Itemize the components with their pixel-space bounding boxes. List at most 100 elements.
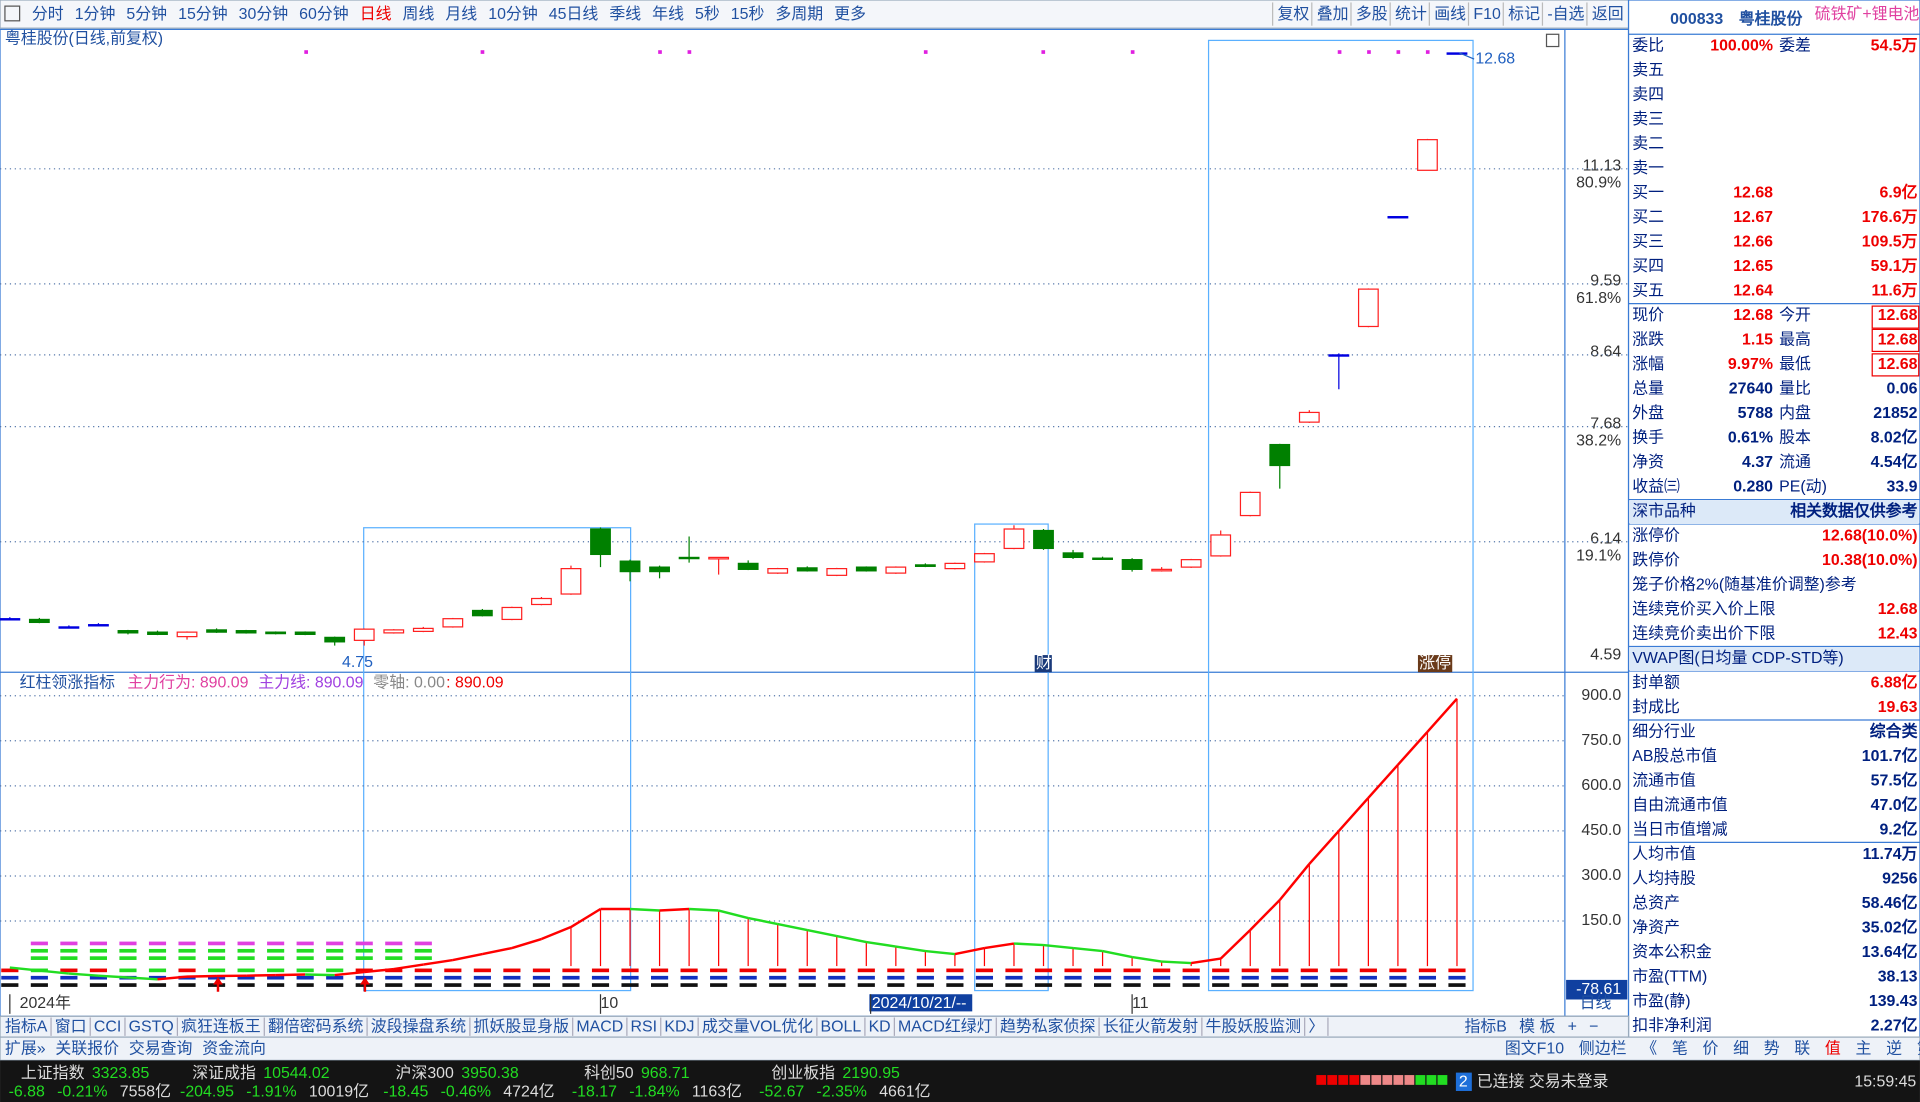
indicator-tab[interactable]: 疯狂连板王 bbox=[181, 1018, 261, 1036]
signal-block bbox=[267, 948, 285, 953]
signal-dot bbox=[658, 50, 662, 54]
field-value: 12.68 bbox=[1733, 307, 1773, 324]
field-label: 总资产 bbox=[1632, 894, 1680, 912]
period-tab[interactable]: 30分钟 bbox=[239, 5, 289, 23]
tab[interactable]: 值 bbox=[1825, 1040, 1841, 1058]
tab[interactable]: 势 bbox=[1764, 1040, 1780, 1058]
toolbar-action[interactable]: 统计 bbox=[1395, 5, 1427, 23]
tab[interactable]: 关联报价 bbox=[55, 1040, 119, 1058]
indicator-tab[interactable]: GSTQ bbox=[129, 1019, 174, 1036]
toolbar-action[interactable]: 返回 bbox=[1592, 5, 1624, 23]
line-segment bbox=[482, 946, 513, 956]
indicator-tab[interactable]: + bbox=[1568, 1019, 1577, 1036]
indicator-tab[interactable]: 翻倍密码系统 bbox=[268, 1018, 364, 1036]
field-value: 12.68 bbox=[1878, 356, 1918, 373]
signal-block bbox=[1271, 983, 1289, 987]
indicator-tab[interactable]: 成交量VOL优化 bbox=[702, 1018, 813, 1036]
index-value: 968.71 bbox=[641, 1065, 690, 1082]
indicator-tab[interactable]: KD bbox=[869, 1019, 891, 1036]
period-tab[interactable]: 月线 bbox=[445, 5, 477, 23]
period-tab[interactable]: 季线 bbox=[609, 5, 641, 23]
signal-block bbox=[1064, 975, 1082, 980]
period-tab[interactable]: 年线 bbox=[652, 5, 684, 23]
tab[interactable]: 细 bbox=[1733, 1040, 1749, 1058]
toolbar-action[interactable]: 复权 bbox=[1278, 5, 1310, 23]
field-value: 12.68 bbox=[1878, 332, 1918, 349]
signal-block bbox=[207, 941, 226, 946]
toolbar-action[interactable]: 多股 bbox=[1356, 5, 1388, 23]
tab[interactable]: 主 bbox=[1856, 1040, 1872, 1058]
signal-dot bbox=[1130, 50, 1135, 54]
tab[interactable]: 资金流向 bbox=[202, 1040, 266, 1058]
indicator-tab[interactable]: 长征火箭发射 bbox=[1103, 1017, 1199, 1036]
indicator-tab[interactable]: 模 板 bbox=[1519, 1018, 1555, 1036]
tab[interactable]: 侧边栏 bbox=[1579, 1040, 1627, 1058]
indicator-tab[interactable]: 窗口 bbox=[55, 1018, 87, 1036]
tab[interactable]: 第 bbox=[1917, 1040, 1920, 1058]
field-label: AB股总市值 bbox=[1632, 747, 1717, 765]
period-tab[interactable]: 日线 bbox=[360, 5, 392, 23]
tab[interactable]: 笔 bbox=[1672, 1040, 1688, 1058]
field-value: 相关数据仅供参考 bbox=[1790, 501, 1917, 520]
period-tab[interactable]: 15秒 bbox=[731, 5, 765, 23]
indicator-tab[interactable]: RSI bbox=[631, 1019, 658, 1036]
indicator-tab[interactable]: 趋势私家侦探 bbox=[1000, 1018, 1096, 1036]
indicator-tab[interactable]: − bbox=[1589, 1019, 1598, 1036]
candle-body bbox=[1003, 528, 1025, 550]
indicator-tab[interactable]: MACD bbox=[576, 1019, 623, 1036]
period-tab[interactable]: 45日线 bbox=[549, 5, 599, 23]
indicator-tab[interactable]: 波段操盘系统 bbox=[371, 1017, 467, 1036]
signal-block bbox=[444, 975, 462, 980]
indicator-tab[interactable]: BOLL bbox=[821, 1019, 862, 1036]
toolbar-action[interactable]: F10 bbox=[1473, 6, 1501, 23]
candle-body bbox=[1357, 288, 1379, 328]
index-name: 上证指数 bbox=[21, 1064, 85, 1082]
toolbar-action[interactable]: 标记 bbox=[1508, 5, 1540, 23]
tab[interactable]: 交易查询 bbox=[129, 1040, 193, 1058]
tab[interactable]: 联 bbox=[1794, 1040, 1810, 1058]
indicator-tab[interactable]: 抓妖股显身版 bbox=[474, 1018, 570, 1036]
period-tab[interactable]: 5分钟 bbox=[126, 5, 167, 23]
period-tab[interactable]: 10分钟 bbox=[488, 5, 538, 23]
candle-body bbox=[855, 566, 877, 572]
candle-body bbox=[826, 568, 848, 576]
period-tab[interactable]: 更多 bbox=[834, 5, 866, 23]
period-tab[interactable]: 1分钟 bbox=[75, 5, 116, 23]
period-tab[interactable]: 多周期 bbox=[775, 5, 823, 23]
signal-block bbox=[60, 975, 78, 980]
signal-block bbox=[1389, 968, 1407, 973]
period-tab[interactable]: 分时 bbox=[32, 5, 64, 23]
tab[interactable]: 逆 bbox=[1886, 1040, 1902, 1058]
tab[interactable]: 价 bbox=[1702, 1041, 1718, 1058]
signal-block bbox=[89, 956, 108, 960]
index-change: -18.45 bbox=[383, 1083, 428, 1100]
toolbar-action[interactable]: -自选 bbox=[1547, 5, 1584, 23]
indicator-tab[interactable]: MACD红绿灯 bbox=[898, 1018, 993, 1036]
tab[interactable]: 《 bbox=[1641, 1041, 1657, 1058]
field-label: 总量 bbox=[1632, 380, 1664, 398]
signal-block bbox=[946, 968, 964, 973]
candle-body bbox=[1121, 559, 1143, 570]
signal-block bbox=[1418, 975, 1437, 980]
field-value: 11.6万 bbox=[1872, 283, 1918, 300]
candle-body bbox=[412, 627, 434, 633]
indicator-tab[interactable]: KDJ bbox=[664, 1019, 694, 1036]
period-tab[interactable]: 5秒 bbox=[695, 5, 720, 23]
line-segment bbox=[925, 949, 956, 956]
y-tick-label: 11.13 bbox=[1583, 158, 1622, 175]
period-tab[interactable]: 60分钟 bbox=[299, 5, 349, 23]
toolbar-action[interactable]: 叠加 bbox=[1317, 5, 1349, 23]
indicator-tab[interactable]: CCI bbox=[94, 1019, 121, 1036]
tab[interactable]: 图文F10 bbox=[1505, 1040, 1564, 1058]
period-tab[interactable]: 15分钟 bbox=[178, 5, 228, 23]
tab[interactable]: 扩展» bbox=[5, 1040, 46, 1058]
indicator-tab[interactable]: 指标A bbox=[5, 1018, 48, 1036]
indicator-tab[interactable]: 〉 bbox=[1308, 1019, 1324, 1036]
period-tab[interactable]: 周线 bbox=[403, 5, 435, 23]
indicator-tab[interactable]: 牛股妖股监测 bbox=[1206, 1018, 1301, 1036]
indicator-tab[interactable]: 指标B bbox=[1464, 1018, 1506, 1036]
toolbar-action[interactable]: 画线 bbox=[1434, 5, 1466, 23]
signal-dot bbox=[923, 50, 928, 54]
signal-block bbox=[1241, 983, 1259, 987]
signal-block bbox=[1094, 975, 1112, 980]
